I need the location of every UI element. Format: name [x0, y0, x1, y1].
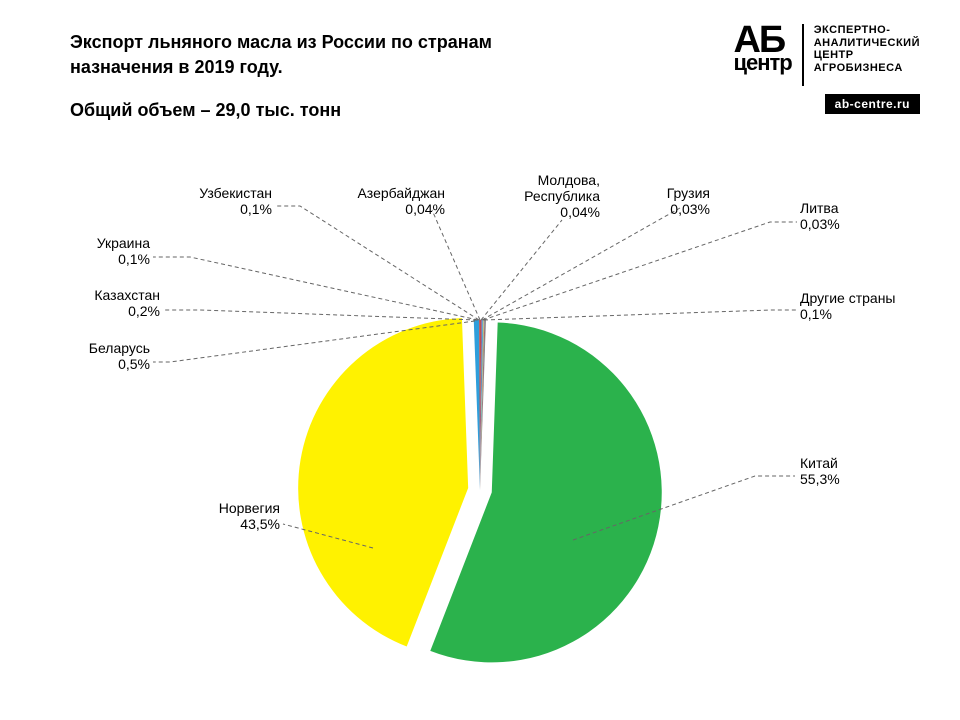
slice-label: Литва0,03%	[800, 200, 840, 232]
slice-label: Норвегия43,5%	[219, 500, 280, 532]
leader-line	[483, 222, 797, 320]
slice-label: Узбекистан0,1%	[199, 185, 272, 217]
slice-label: Украина0,1%	[97, 235, 150, 267]
slice-label: Казахстан0,2%	[94, 287, 160, 319]
slice-label: Молдова,Республика0,04%	[524, 172, 600, 220]
leader-line	[432, 210, 480, 320]
page: { "title": { "line1": "Экспорт льняного …	[0, 0, 960, 720]
slice-label: Беларусь0,5%	[89, 340, 150, 372]
leader-line	[482, 208, 680, 320]
slice-label: Другие страны0,1%	[800, 290, 896, 322]
slice-label: Грузия0,03%	[667, 185, 710, 217]
leader-line	[484, 310, 797, 320]
pie-slice	[298, 318, 468, 646]
slice-label: Китай55,3%	[800, 455, 840, 487]
leader-line	[275, 206, 479, 320]
pie-slice	[474, 320, 480, 490]
slice-label: Азербайджан0,04%	[357, 185, 445, 217]
leader-line	[163, 310, 477, 320]
leader-line	[481, 220, 562, 320]
